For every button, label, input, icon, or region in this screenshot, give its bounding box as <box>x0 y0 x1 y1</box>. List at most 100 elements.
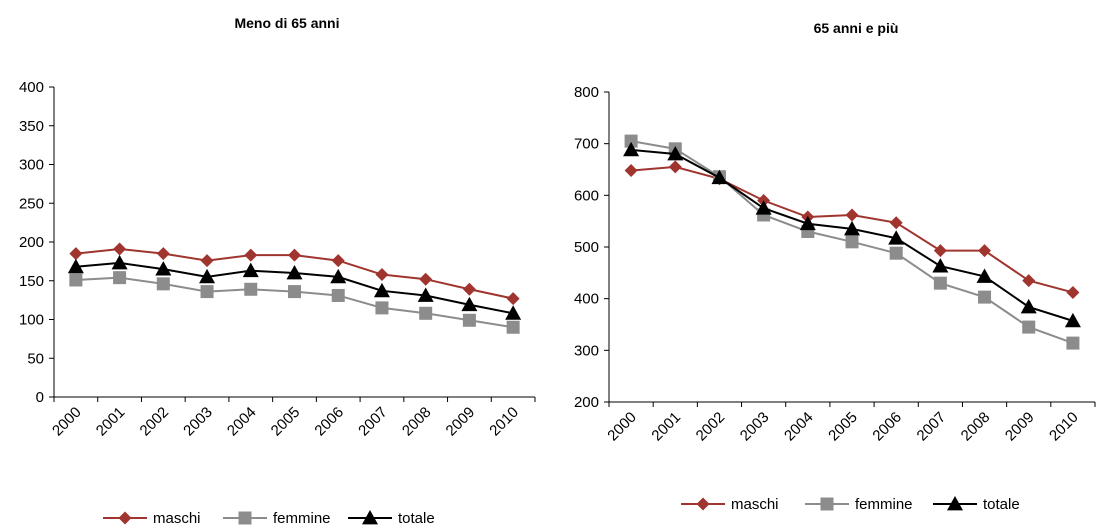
y-tick-label: 400 <box>574 291 599 308</box>
x-tick-label: 2004 <box>224 404 260 440</box>
data-point-maschi <box>889 216 903 230</box>
data-point-maschi <box>1022 274 1036 288</box>
y-tick-label: 200 <box>574 394 599 411</box>
data-point-maschi <box>933 244 947 258</box>
data-point-femmine <box>506 320 520 334</box>
data-point-totale <box>417 287 434 302</box>
data-point-totale <box>330 268 347 284</box>
legend-item-totale: totale <box>348 510 435 527</box>
data-point-maschi <box>462 282 476 296</box>
data-point-totale <box>199 268 216 284</box>
x-tick-label: 2005 <box>825 409 861 445</box>
x-tick-label: 2006 <box>869 409 905 445</box>
data-point-totale <box>844 220 860 236</box>
data-point-femmine <box>933 276 947 290</box>
data-point-totale <box>755 200 772 215</box>
data-point-femmine <box>889 246 903 260</box>
x-tick-label: 2003 <box>737 409 773 445</box>
y-tick-label: 400 <box>19 79 44 96</box>
x-tick-label: 2003 <box>180 404 216 440</box>
data-point-femmine <box>69 273 83 287</box>
legend-item-totale: totale <box>933 496 1020 513</box>
x-tick-label: 2008 <box>958 409 994 445</box>
data-point-totale <box>242 262 259 278</box>
data-point-totale <box>711 169 728 185</box>
y-tick-label: 300 <box>19 157 44 174</box>
x-tick-label: 2010 <box>486 404 522 440</box>
x-tick-label: 2000 <box>49 404 85 440</box>
x-tick-label: 2001 <box>648 409 684 445</box>
data-point-totale <box>1064 312 1081 328</box>
y-tick-label: 800 <box>574 84 599 101</box>
data-point-maschi <box>200 254 214 268</box>
data-point-totale <box>799 215 816 231</box>
data-point-femmine <box>331 288 345 302</box>
legend-marker <box>696 497 710 511</box>
y-tick-label: 600 <box>574 187 599 204</box>
legend-marker <box>362 510 378 525</box>
data-point-totale <box>505 305 522 320</box>
data-point-totale <box>1020 298 1037 314</box>
legend-item-maschi: maschi <box>681 496 779 513</box>
y-tick-label: 100 <box>19 312 44 329</box>
x-tick-label: 2006 <box>311 404 347 440</box>
data-point-femmine <box>1022 320 1036 334</box>
legend-item-femmine: femmine <box>223 510 331 527</box>
chart-title: 65 anni e più <box>814 20 899 36</box>
data-point-totale <box>932 258 949 273</box>
legend-label: maschi <box>153 510 201 527</box>
y-tick-label: 150 <box>19 273 44 290</box>
data-point-maschi <box>668 160 682 174</box>
data-point-maschi <box>1066 285 1080 299</box>
data-point-maschi <box>624 164 638 178</box>
data-point-maschi <box>375 268 389 282</box>
data-point-femmine <box>288 285 301 299</box>
x-tick-label: 2002 <box>137 404 173 440</box>
chart-under-65: Meno di 65 anni 0 50 100 150 200 250 300 350 400… <box>19 15 536 527</box>
data-point-totale <box>623 141 640 157</box>
y-tick-label: 250 <box>19 195 44 212</box>
legend-label: totale <box>398 510 435 527</box>
y-tick-label: 350 <box>19 118 44 135</box>
data-point-femmine <box>462 313 476 327</box>
legend-marker <box>947 496 963 511</box>
x-tick-label: 2010 <box>1046 409 1082 445</box>
y-tick-label: 50 <box>27 350 44 367</box>
data-point-femmine <box>244 282 258 296</box>
legend-marker <box>820 497 834 511</box>
data-point-totale <box>373 282 390 298</box>
data-point-totale <box>286 265 303 280</box>
data-point-maschi <box>69 247 83 261</box>
x-tick-label: 2005 <box>268 404 304 440</box>
data-point-femmine <box>156 277 170 291</box>
data-point-maschi <box>419 272 433 286</box>
data-point-femmine <box>845 235 859 249</box>
x-tick-label: 2009 <box>1002 409 1038 445</box>
data-point-totale <box>888 230 905 245</box>
data-point-maschi <box>978 244 992 258</box>
y-tick-label: 700 <box>574 136 599 153</box>
data-point-maschi <box>506 292 520 306</box>
x-tick-label: 2004 <box>781 409 817 445</box>
data-point-totale <box>111 254 128 270</box>
data-point-femmine <box>419 306 433 320</box>
chart-title: Meno di 65 anni <box>234 15 339 31</box>
x-tick-label: 2009 <box>443 404 479 440</box>
data-point-femmine <box>113 271 127 285</box>
x-tick-label: 2007 <box>914 409 950 445</box>
data-point-femmine <box>978 290 992 304</box>
data-point-femmine <box>200 285 214 299</box>
data-point-maschi <box>244 248 258 262</box>
legend-label: femmine <box>273 510 331 527</box>
data-point-maschi <box>331 254 345 268</box>
data-point-maschi <box>288 248 301 262</box>
x-tick-label: 2001 <box>93 404 129 440</box>
y-tick-label: 0 <box>36 389 44 406</box>
x-tick-label: 2008 <box>399 404 435 440</box>
legend-marker <box>118 511 132 525</box>
data-point-femmine <box>1066 336 1080 350</box>
y-tick-label: 200 <box>19 234 44 251</box>
legend-item-maschi: maschi <box>103 510 201 527</box>
